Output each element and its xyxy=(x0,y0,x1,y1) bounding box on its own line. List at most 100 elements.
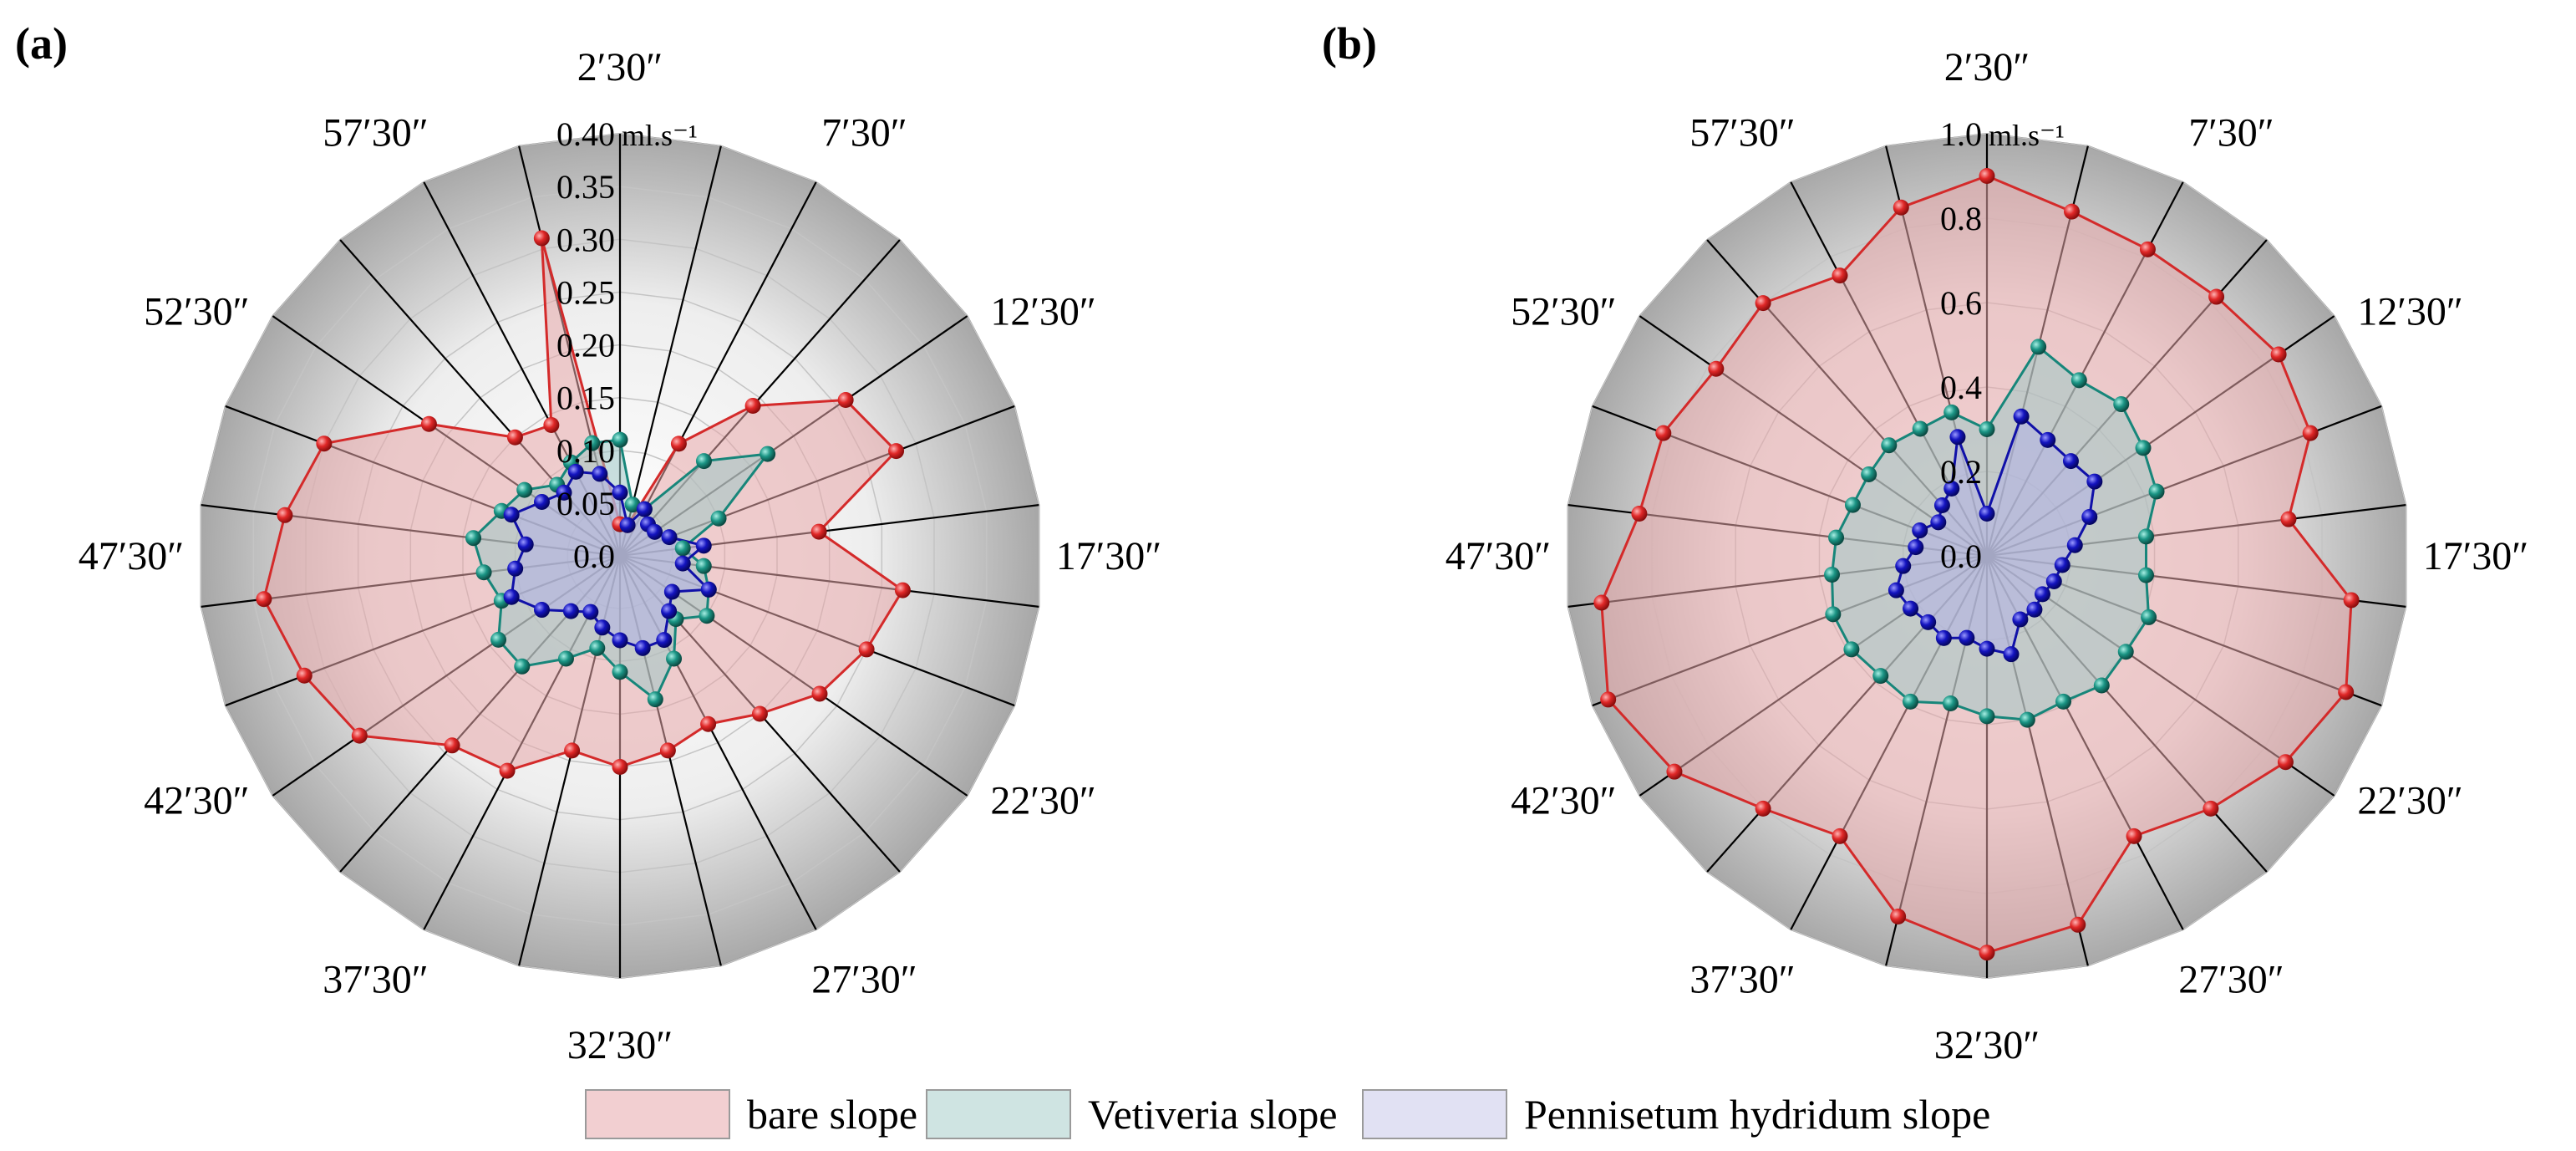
data-point-bare-slope xyxy=(2343,592,2360,609)
data-point-bare-slope xyxy=(2270,346,2287,363)
legend-swatch-bare-slope xyxy=(585,1089,730,1139)
data-point-vetiveria-slope xyxy=(589,639,606,656)
direction-label: 2′30″ xyxy=(1944,45,2030,89)
data-point-bare-slope xyxy=(2277,754,2294,771)
direction-label: 12′30″ xyxy=(2357,290,2463,334)
unit-label-b: ml.s⁻¹ xyxy=(1989,119,2065,152)
data-point-vetiveria-slope xyxy=(1912,420,1928,437)
data-point-pennisetum-slope xyxy=(533,602,550,619)
data-point-bare-slope xyxy=(2139,241,2156,257)
data-point-vetiveria-slope xyxy=(2138,567,2155,583)
radial-tick-label: 0.0 xyxy=(1940,537,1982,575)
data-point-pennisetum-slope xyxy=(636,501,653,517)
direction-labels-a: 2′30″ 7′30″ 12′30″ 17′30″ 22′30″ 27′30″ 32′30″… xyxy=(79,45,1162,1067)
data-point-bare-slope xyxy=(2064,203,2081,220)
direction-label: 27′30″ xyxy=(2178,958,2284,1002)
data-point-pennisetum-slope xyxy=(634,639,651,656)
radial-tick-label: 0.2 xyxy=(1940,453,1982,491)
data-point-vetiveria-slope xyxy=(1828,529,1845,546)
radial-tick-label: 0.05 xyxy=(556,485,615,522)
data-point-bare-slope xyxy=(1893,199,1909,216)
data-point-pennisetum-slope xyxy=(2013,408,2030,425)
data-point-vetiveria-slope xyxy=(1943,404,1960,420)
data-point-bare-slope xyxy=(2070,916,2086,933)
data-point-vetiveria-slope xyxy=(514,658,531,675)
data-point-pennisetum-slope xyxy=(619,517,636,533)
data-point-bare-slope xyxy=(1655,425,1672,441)
data-point-pennisetum-slope xyxy=(1912,522,1928,539)
data-point-vetiveria-slope xyxy=(1942,695,1959,712)
radial-tick-labels-b: 0.0 0.2 0.4 0.6 0.8 1.0 xyxy=(1940,115,1982,575)
data-point-bare-slope xyxy=(2302,425,2319,441)
data-point-pennisetum-slope xyxy=(2086,473,2103,490)
direction-labels-b: 2′30″ 7′30″ 12′30″ 17′30″ 22′30″ 27′30″ 32′30″… xyxy=(1446,45,2529,1067)
data-point-pennisetum-slope xyxy=(695,537,712,554)
data-point-pennisetum-slope xyxy=(582,604,599,620)
direction-label: 47′30″ xyxy=(1446,534,1552,578)
data-point-bare-slope xyxy=(316,435,333,452)
data-point-pennisetum-slope xyxy=(1908,539,1924,556)
data-point-bare-slope xyxy=(1708,360,1725,377)
data-point-bare-slope xyxy=(1979,168,1995,184)
data-point-bare-slope xyxy=(543,416,560,433)
direction-label: 32′30″ xyxy=(1934,1023,2040,1067)
data-point-pennisetum-slope xyxy=(2003,646,2020,663)
data-point-vetiveria-slope xyxy=(2030,339,2047,355)
data-point-vetiveria-slope xyxy=(2070,372,2087,389)
legend-label-pennisetum-slope: Pennisetum hydridum slope xyxy=(1524,1091,1991,1138)
data-point-pennisetum-slope xyxy=(2034,586,2050,603)
data-point-bare-slope xyxy=(1832,828,1848,844)
data-point-pennisetum-slope xyxy=(503,507,520,523)
direction-label: 17′30″ xyxy=(1056,534,1162,578)
data-point-bare-slope xyxy=(858,641,875,658)
data-point-pennisetum-slope xyxy=(674,555,691,572)
data-point-bare-slope xyxy=(700,716,717,732)
data-point-pennisetum-slope xyxy=(562,603,579,619)
radial-tick-label: 0.4 xyxy=(1940,369,1982,406)
data-point-pennisetum-slope xyxy=(612,484,628,501)
data-point-bare-slope xyxy=(1631,505,1648,522)
panel-label-a: (a) xyxy=(15,18,68,69)
data-point-vetiveria-slope xyxy=(557,650,574,667)
data-point-bare-slope xyxy=(744,397,761,414)
data-point-pennisetum-slope xyxy=(1943,481,1960,497)
data-point-vetiveria-slope xyxy=(1979,708,1995,725)
data-point-vetiveria-slope xyxy=(1824,567,1841,583)
data-point-bare-slope xyxy=(2208,288,2225,305)
data-point-vetiveria-slope xyxy=(2113,396,2130,413)
data-point-vetiveria-slope xyxy=(2019,711,2035,728)
data-point-vetiveria-slope xyxy=(699,608,715,624)
data-point-vetiveria-slope xyxy=(1825,606,1842,623)
radar-panel-b: (b) 0.0 0.2 0.4 0.6 0.8 1.0 2′30″ 7′30″ 12′30″ 1… xyxy=(1322,18,2528,1067)
data-point-pennisetum-slope xyxy=(2040,431,2056,448)
data-point-pennisetum-slope xyxy=(594,619,611,636)
direction-label: 12′30″ xyxy=(990,290,1096,334)
data-point-vetiveria-slope xyxy=(2093,677,2110,694)
data-point-pennisetum-slope xyxy=(661,603,678,619)
data-point-vetiveria-slope xyxy=(666,650,683,667)
data-point-vetiveria-slope xyxy=(612,431,628,448)
direction-label: 42′30″ xyxy=(1511,779,1617,823)
data-point-vetiveria-slope xyxy=(1844,497,1861,513)
data-point-pennisetum-slope xyxy=(700,581,717,598)
radial-tick-label: 0.8 xyxy=(1940,200,1982,237)
data-point-pennisetum-slope xyxy=(1920,614,1937,630)
data-point-vetiveria-slope xyxy=(2141,609,2157,625)
data-point-bare-slope xyxy=(351,727,368,744)
data-point-bare-slope xyxy=(1979,945,1995,961)
radar-panel-a: (a) 0.00.050.100.150.200.250.300.350.40 … xyxy=(15,18,1161,1067)
data-point-vetiveria-slope xyxy=(2117,644,2134,660)
radial-tick-label: 0.35 xyxy=(556,168,615,206)
direction-label: 37′30″ xyxy=(323,958,429,1002)
data-point-pennisetum-slope xyxy=(592,466,608,482)
data-point-pennisetum-slope xyxy=(2026,601,2043,618)
data-point-pennisetum-slope xyxy=(1935,629,1952,646)
data-point-bare-slope xyxy=(2338,684,2355,700)
data-point-pennisetum-slope xyxy=(1979,640,1995,657)
data-point-vetiveria-slope xyxy=(1872,668,1889,685)
data-point-vetiveria-slope xyxy=(584,435,601,451)
data-point-vetiveria-slope xyxy=(2148,483,2165,500)
data-point-pennisetum-slope xyxy=(661,529,678,546)
data-point-bare-slope xyxy=(2126,828,2142,844)
data-point-bare-slope xyxy=(1755,800,1771,817)
